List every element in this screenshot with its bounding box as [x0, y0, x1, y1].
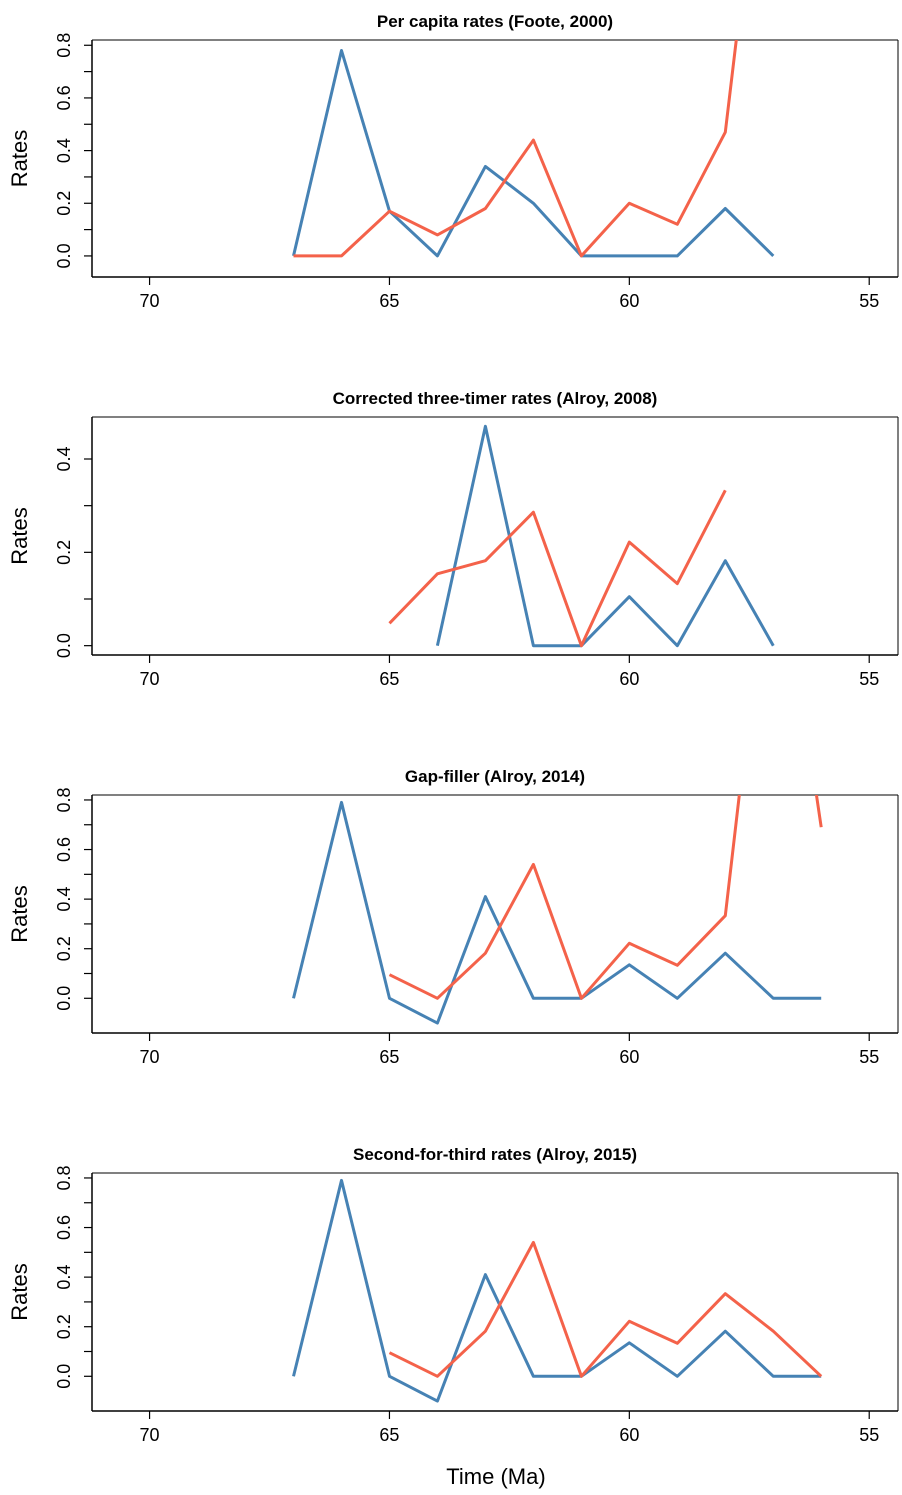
y-tick-label: 0.0	[54, 1364, 74, 1389]
x-tick-label: 55	[859, 1047, 879, 1067]
y-tick-label: 0.4	[54, 887, 74, 912]
y-tick-label: 0.2	[54, 540, 74, 565]
x-tick-label: 55	[859, 1425, 879, 1445]
y-axis-label: Rates	[7, 507, 32, 564]
series-line-blue	[292, 800, 822, 1025]
chart-panels: Per capita rates (Foote, 2000) Rates 0.0 0.…	[7, 12, 899, 1445]
x-tick-label: 55	[859, 291, 879, 311]
y-axis-label: Rates	[7, 885, 32, 942]
y-axis-label: Rates	[7, 1263, 32, 1320]
x-tick-label: 65	[379, 1047, 399, 1067]
x-tick-label: 60	[619, 1047, 639, 1067]
series-line-red	[388, 795, 823, 1000]
y-tick-label: 0.2	[54, 936, 74, 961]
y-axis-label: Rates	[7, 130, 32, 187]
y-tick-label: 0.6	[54, 85, 74, 110]
series-group	[388, 424, 775, 648]
chart-title: Per capita rates (Foote, 2000)	[377, 12, 613, 31]
x-axis-label: Time (Ma)	[446, 1464, 545, 1489]
y-tick-label: 0.4	[54, 1265, 74, 1290]
x-tick-label: 65	[379, 1425, 399, 1445]
series-group	[292, 1178, 823, 1403]
series-line-red	[388, 489, 727, 648]
series-line-red	[293, 40, 738, 258]
y-tick-label: 0.4	[54, 446, 74, 471]
y-tick-label: 0.4	[54, 138, 74, 163]
x-tick-label: 70	[140, 1047, 160, 1067]
chart-panel-2: Corrected three-timer rates (Alroy, 2008…	[7, 389, 899, 689]
y-tick-label: 0.8	[54, 787, 74, 812]
series-line-red	[388, 1240, 823, 1378]
x-tick-label: 60	[619, 1425, 639, 1445]
x-tick-label: 70	[140, 291, 160, 311]
y-tick-label: 0.2	[54, 1314, 74, 1339]
x-tick-label: 65	[379, 669, 399, 689]
chart-panel-1: Per capita rates (Foote, 2000) Rates 0.0 0.…	[7, 12, 899, 311]
chart-title: Corrected three-timer rates (Alroy, 2008…	[333, 389, 658, 408]
x-tick-label: 60	[619, 291, 639, 311]
y-tick-label: 0.8	[54, 1165, 74, 1190]
x-tick-label: 60	[619, 669, 639, 689]
chart-panel-4: Second-for-third rates (Alroy, 2015) Rate…	[7, 1145, 899, 1445]
chart-title: Second-for-third rates (Alroy, 2015)	[353, 1145, 637, 1164]
x-tick-label: 70	[140, 669, 160, 689]
series-line-blue	[292, 49, 775, 258]
y-tick-label: 0.6	[54, 1215, 74, 1240]
series-group	[292, 40, 775, 258]
y-tick-label: 0.0	[54, 986, 74, 1011]
series-line-blue	[435, 424, 775, 648]
y-tick-label: 0.0	[54, 243, 74, 268]
x-tick-label: 55	[859, 669, 879, 689]
series-line-blue	[292, 1178, 822, 1403]
y-tick-label: 0.6	[54, 837, 74, 862]
y-tick-label: 0.2	[54, 191, 74, 216]
chart-title: Gap-filler (Alroy, 2014)	[405, 767, 585, 786]
chart-panel-3: Gap-filler (Alroy, 2014) Rates 0.0 0.2 0.4 0.…	[7, 767, 899, 1067]
series-group	[292, 795, 823, 1025]
y-tick-label: 0.8	[54, 33, 74, 58]
y-tick-label: 0.0	[54, 633, 74, 658]
x-tick-label: 65	[379, 291, 399, 311]
x-tick-label: 70	[140, 1425, 160, 1445]
